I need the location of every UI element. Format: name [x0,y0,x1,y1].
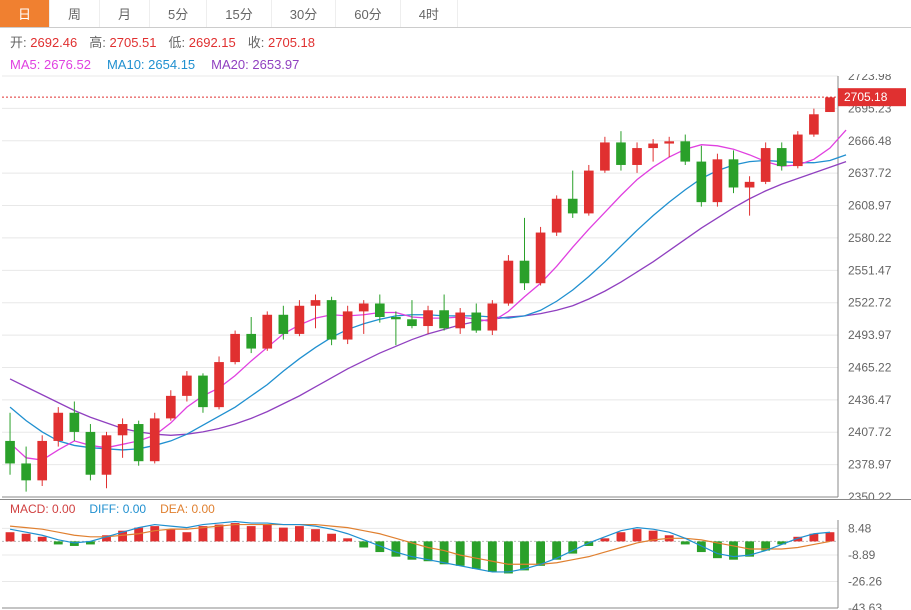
low-label: 低: [169,35,186,50]
svg-text:2522.72: 2522.72 [848,296,892,310]
low-value: 2692.15 [189,35,236,50]
svg-text:2551.47: 2551.47 [848,263,892,277]
tab-15分[interactable]: 15分 [207,0,271,27]
ma-bar: MA5: 2676.52 MA10: 2654.15 MA20: 2653.97 [0,55,911,74]
open-label: 开: [10,35,27,50]
ma10-value: 2654.15 [148,57,195,72]
svg-text:2436.47: 2436.47 [848,393,892,407]
svg-text:2705.18: 2705.18 [844,90,888,104]
high-value: 2705.51 [110,35,157,50]
svg-text:2723.98: 2723.98 [848,74,892,83]
svg-text:8.48: 8.48 [848,521,872,535]
timeframe-tabs: 日周月5分15分30分60分4时 [0,0,911,28]
close-value: 2705.18 [268,35,315,50]
svg-text:-8.89: -8.89 [848,548,876,562]
svg-text:2407.72: 2407.72 [848,425,892,439]
svg-text:2350.22: 2350.22 [848,490,892,499]
macd-header: MACD: 0.00 DIFF: 0.00 DEA: 0.00 [0,499,911,518]
tab-4时[interactable]: 4时 [401,0,458,27]
tab-日[interactable]: 日 [0,0,50,27]
svg-text:2637.72: 2637.72 [848,166,892,180]
tab-60分[interactable]: 60分 [336,0,400,27]
svg-text:-43.63: -43.63 [848,601,882,610]
tab-周[interactable]: 周 [50,0,100,27]
macd-chart[interactable]: 8.48 -8.89 -26.26 -43.63 [0,518,911,610]
svg-text:2465.22: 2465.22 [848,360,892,374]
tab-30分[interactable]: 30分 [272,0,336,27]
diff-value: 0.00 [123,502,146,516]
open-value: 2692.46 [30,35,77,50]
ma20-value: 2653.97 [252,57,299,72]
svg-text:2666.48: 2666.48 [848,134,892,148]
macd-value: 0.00 [52,502,75,516]
svg-text:2378.97: 2378.97 [848,458,892,472]
high-label: 高: [89,35,106,50]
svg-text:2608.97: 2608.97 [848,199,892,213]
tab-月[interactable]: 月 [100,0,150,27]
svg-text:2493.97: 2493.97 [848,328,892,342]
svg-text:-26.26: -26.26 [848,574,882,588]
tab-5分[interactable]: 5分 [150,0,207,27]
ohlc-bar: 开: 2692.46 高: 2705.51 低: 2692.15 收: 2705… [0,28,911,55]
dea-value: 0.00 [191,502,214,516]
price-chart[interactable]: 2723.982695.232666.482637.722608.972580.… [0,74,911,499]
ma5-value: 2676.52 [44,57,91,72]
svg-text:2580.22: 2580.22 [848,231,892,245]
close-label: 收: [248,35,265,50]
